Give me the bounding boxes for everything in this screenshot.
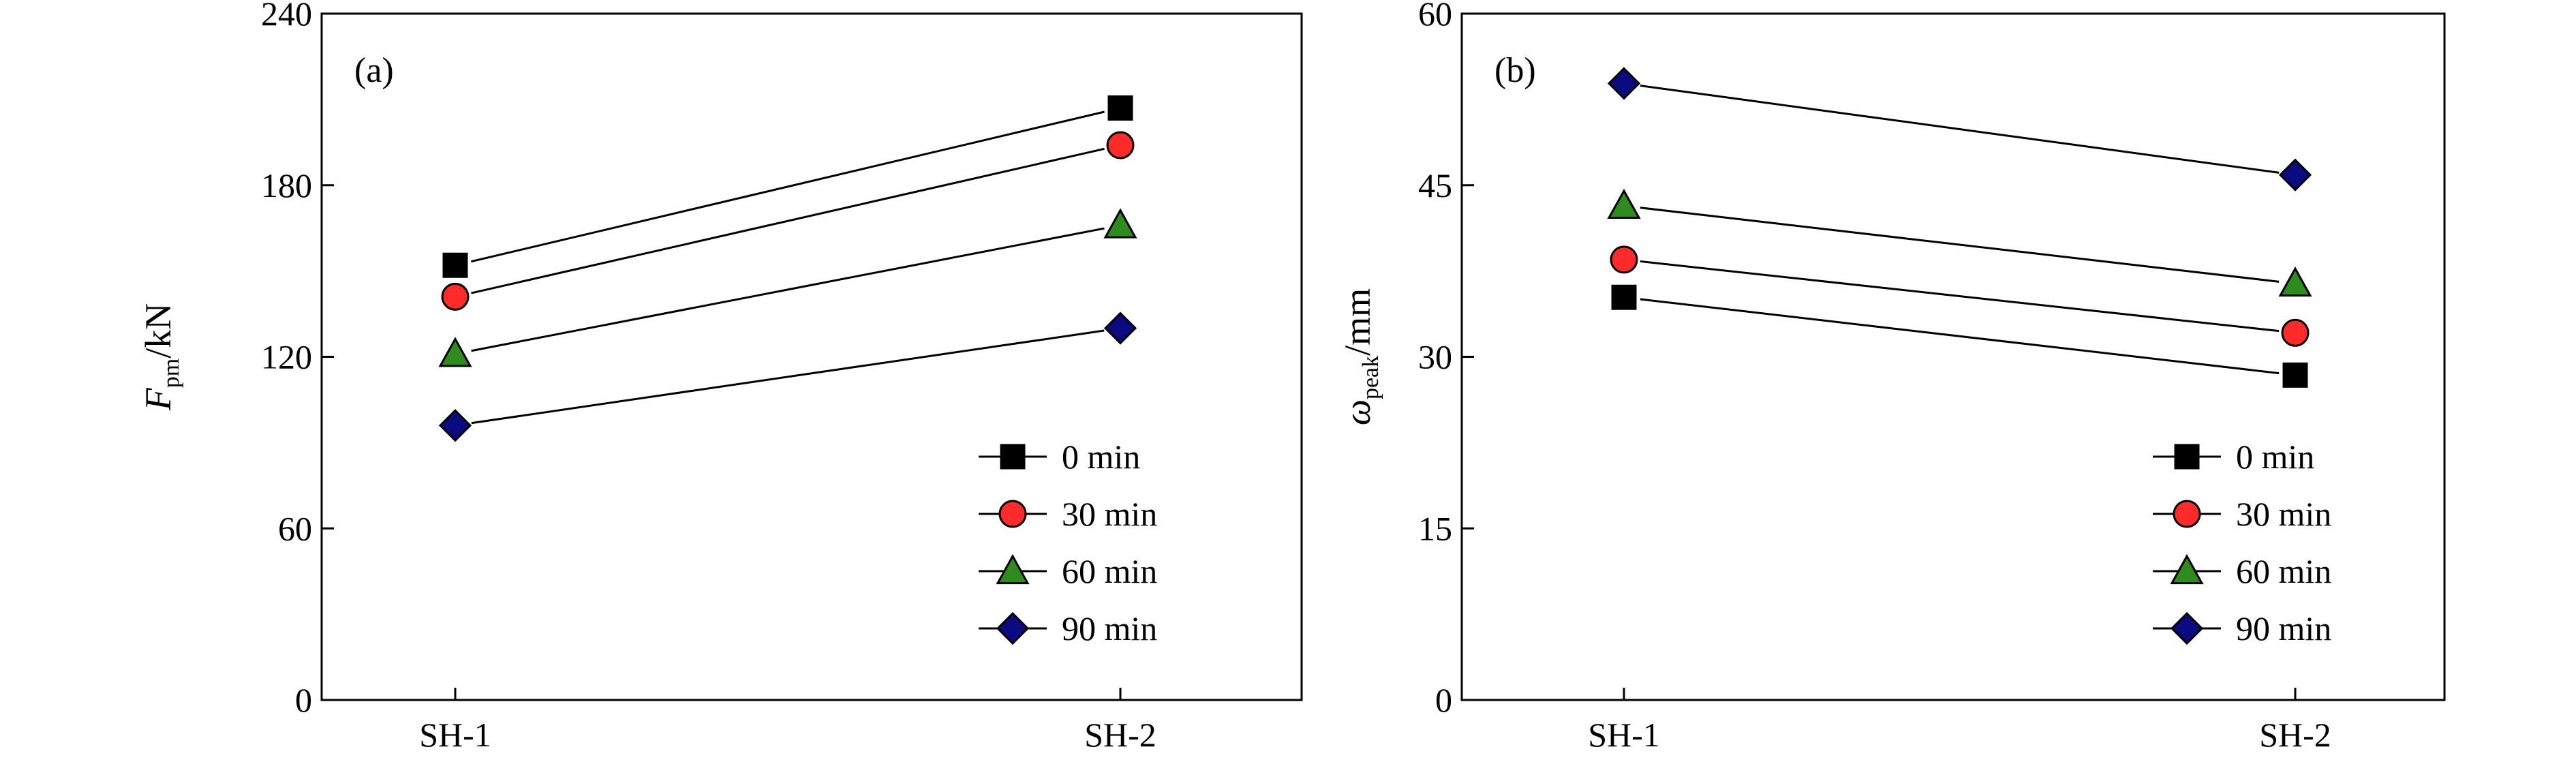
panel-b-series-30-min-line bbox=[1640, 260, 2280, 333]
panel-b-y-axis-subscript: peak bbox=[1358, 356, 1383, 399]
panel-b-series-90-min-point-SH-2 bbox=[2278, 158, 2312, 192]
panel-b-legend-30-min-marker bbox=[2173, 500, 2201, 528]
panel-b-x-tick-label: SH-1 bbox=[1588, 716, 1660, 754]
panel-b-y-axis-symbol: ω bbox=[1337, 399, 1378, 425]
panel-a-series-90-min-point-SH-1 bbox=[438, 409, 472, 442]
panel-a-series-60-min-point-SH-1 bbox=[438, 337, 472, 367]
panel-b-series-0-min-point-SH-2 bbox=[2282, 362, 2308, 388]
panel-b-series-0-min-point-SH-1 bbox=[1611, 284, 1637, 310]
panel-b-series-0-min-line bbox=[1640, 298, 2280, 375]
panel-b-x-tick-label: SH-2 bbox=[2259, 716, 2331, 754]
panel-a-y-axis-title: Fpm/kN bbox=[138, 303, 184, 411]
panel-a-y-tick-label: 180 bbox=[261, 166, 312, 204]
panel-b-y-axis-unit: /mm bbox=[1337, 288, 1378, 356]
panel-b-y-tick-label: 15 bbox=[1418, 509, 1452, 547]
panel-a-y-tick-label: 120 bbox=[261, 338, 312, 376]
panel-a-y-axis-symbol: F bbox=[138, 387, 179, 411]
panel-a-y-tick-label: 240 bbox=[261, 0, 312, 33]
panel-b-legend-0-min-label: 0 min bbox=[2236, 438, 2314, 476]
panel-a-series-30-min-line bbox=[471, 147, 1105, 294]
panel-a-legend-30-min-label: 30 min bbox=[1062, 495, 1157, 533]
panel-a: 0 60 120 180 240 SH-1 SH-2 Fpm/kN (a) 0 min 30 min… bbox=[138, 0, 1303, 754]
panel-a-series-60-min-point-SH-2 bbox=[1103, 208, 1137, 239]
panel-a-axes-frame bbox=[320, 12, 1303, 701]
panel-b-y-tick-label: 45 bbox=[1418, 166, 1452, 204]
panel-a-legend-90-min-marker bbox=[996, 611, 1030, 645]
panel-b-series-90-min-point-SH-1 bbox=[1607, 67, 1641, 100]
panel-a-y-tick-label: 60 bbox=[278, 509, 312, 547]
panel-a-series-0-min-point-SH-1 bbox=[442, 252, 468, 278]
panel-b-legend-60-min-label: 60 min bbox=[2236, 552, 2331, 590]
panel-b-series-60-min-point-SH-2 bbox=[2278, 266, 2312, 297]
panel-a-series-90-min-line bbox=[471, 329, 1105, 425]
panel-a-legend-30-min-marker bbox=[998, 500, 1027, 528]
panel-a-legend-90-min-label: 90 min bbox=[1062, 609, 1157, 647]
panel-a-legend-60-min-label: 60 min bbox=[1062, 552, 1157, 590]
panel-a-series-30-min-point-SH-2 bbox=[1106, 131, 1135, 159]
panel-b-axes-frame bbox=[1460, 12, 2446, 701]
panel-a-legend-60-min-marker bbox=[996, 553, 1030, 585]
panel-b-y-tick-label: 0 bbox=[1435, 681, 1452, 719]
panel-a-legend-0-min-label: 0 min bbox=[1062, 438, 1140, 476]
panel-a-legend-0-min-marker bbox=[1000, 444, 1026, 470]
panel-b-y-tick-label: 30 bbox=[1418, 338, 1452, 376]
panel-b-series-90-min-line bbox=[1640, 85, 2280, 174]
panel-b-y-axis-title: ωpeak/mm bbox=[1337, 288, 1383, 425]
panel-b-legend-30-min-label: 30 min bbox=[2236, 495, 2331, 533]
panel-a-series-0-min-line bbox=[471, 110, 1105, 263]
panel-a-x-tick-label: SH-2 bbox=[1084, 716, 1156, 754]
panel-b-series-30-min-point-SH-1 bbox=[1610, 245, 1638, 274]
panel-a-series-60-min-line bbox=[471, 227, 1105, 352]
panel-b-legend-60-min-marker bbox=[2170, 553, 2204, 585]
panel-b-legend-90-min-label: 90 min bbox=[2236, 609, 2331, 647]
panel-b-y-tick-label: 60 bbox=[1418, 0, 1452, 33]
panel-a-x-tick-label: SH-1 bbox=[419, 716, 491, 754]
panel-a-series-30-min-point-SH-1 bbox=[441, 282, 470, 311]
panel-a-y-tick-label: 0 bbox=[295, 681, 312, 719]
panel-b-legend-0-min-marker bbox=[2174, 444, 2200, 470]
panel-a-label: (a) bbox=[354, 51, 394, 90]
panel-a-series-0-min-point-SH-2 bbox=[1107, 95, 1133, 121]
panel-b-series-60-min-point-SH-1 bbox=[1607, 188, 1641, 219]
panel-b: 0 15 30 45 60 SH-1 SH-2 ωpeak/mm (b) 0 min 30 min 6… bbox=[1337, 0, 2446, 754]
panel-a-series-90-min-point-SH-2 bbox=[1103, 311, 1137, 345]
panel-b-series-30-min-point-SH-2 bbox=[2281, 318, 2310, 347]
panel-a-y-axis-unit: /kN bbox=[138, 303, 179, 359]
panel-b-series-60-min-line bbox=[1640, 207, 2280, 283]
panel-a-y-axis-subscript: pm bbox=[159, 359, 184, 388]
panel-b-legend-90-min-marker bbox=[2170, 611, 2204, 645]
panel-b-label: (b) bbox=[1494, 51, 1536, 90]
